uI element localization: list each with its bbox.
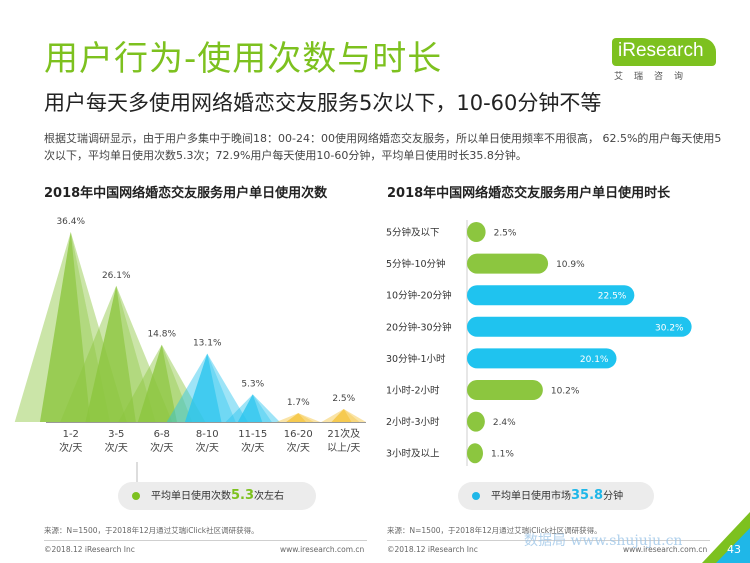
peak-value-label: 26.1%: [102, 271, 131, 281]
right-note-suffix: 分钟: [603, 491, 624, 502]
left-url: www.iresearch.com.cn: [280, 545, 365, 554]
peak-value-label: 2.5%: [332, 394, 355, 404]
note-dot-icon: [132, 492, 140, 500]
peak-mountain-shade: [343, 408, 360, 422]
duration-bar: [467, 285, 635, 306]
bar-category-label: 5分钟及以下: [386, 227, 440, 239]
left-note-prefix: 平均单日使用次数: [151, 491, 231, 502]
page-number: 43: [727, 543, 741, 556]
peak-category-label: 6-8: [154, 429, 170, 440]
peak-category-label: 以上/天: [327, 442, 360, 454]
bar-category-label: 30分钟-1小时: [386, 353, 446, 365]
left-footer-rule: [44, 540, 367, 541]
right-source: 来源：N=1500，于2018年12月通过艾瑞iClick社区调研获得。: [387, 526, 602, 535]
peak-mountain-shade: [207, 353, 236, 422]
page-subtitle: 用户每天多使用网络婚恋交友服务5次以下，10-60分钟不等: [44, 91, 602, 115]
duration-bar: [467, 380, 543, 400]
duration-bar: [467, 222, 486, 242]
bar-category-label: 10分钟-20分钟: [386, 290, 452, 302]
peak-value-label: 1.7%: [287, 398, 310, 408]
page-description: 根据艾瑞调研显示，由于用户多集中于晚间18：00-24：00使用网络婚恋交友服务…: [44, 132, 722, 162]
right-note-prefix: 平均单日使用市场: [491, 491, 571, 502]
peak-category-label: 次/天: [150, 441, 173, 454]
right-url: www.iresearch.com.cn: [623, 545, 708, 554]
peak-category-label: 16-20: [284, 429, 313, 440]
right-footer-rule: [387, 540, 710, 541]
peak-mountain-shade: [252, 394, 272, 422]
duration-bar: [467, 253, 549, 274]
peak-mountain-shade: [298, 413, 314, 422]
bar-value-label: 20.1%: [580, 355, 609, 365]
peak-mountain: [39, 232, 110, 422]
logo-subtext: 艾瑞咨询: [614, 72, 695, 82]
duration-bar: [467, 443, 483, 464]
left-source: 来源：N=1500，于2018年12月通过艾瑞iClick社区调研获得。: [44, 526, 259, 535]
bar-category-label: 3小时及以上: [386, 448, 440, 460]
right-copyright: ©2018.12 iResearch Inc: [387, 545, 478, 554]
peak-category-label: 次/天: [105, 441, 128, 454]
duration-bar: [467, 316, 692, 337]
bar-value-label: 2.4%: [493, 418, 516, 428]
left-note-suffix: 次左右: [254, 491, 285, 502]
peak-mountain: [286, 413, 314, 422]
right-note-value: 35.8: [571, 488, 604, 503]
right-chart-title: 2018年中国网络婚恋交友服务用户单日使用时长: [387, 186, 671, 201]
peak-mountain: [85, 285, 156, 422]
right-average-note: 平均单日使用市场35.8分钟: [458, 482, 654, 510]
peak-mountain-shade: [116, 285, 156, 422]
peak-category-label: 1-2: [63, 429, 79, 440]
bar-category-label: 2小时-3小时: [386, 416, 440, 428]
peak-value-label: 36.4%: [56, 217, 85, 227]
bar-value-label: 10.9%: [556, 260, 585, 270]
bar-category-label: 20分钟-30分钟: [386, 321, 452, 333]
bar-value-label: 22.5%: [598, 292, 627, 302]
left-note-value: 5.3: [231, 488, 255, 503]
peak-mountain: [184, 353, 236, 422]
left-copyright: ©2018.12 iResearch Inc: [44, 545, 135, 554]
peak-value-label: 5.3%: [241, 379, 264, 389]
left-chart-title: 2018年中国网络婚恋交友服务用户单日使用次数: [44, 186, 328, 201]
watermark: 数据局 www.shujuju.cn: [524, 533, 683, 549]
logo-badge: [612, 38, 716, 66]
peak-category-label: 11-15: [238, 429, 267, 440]
left-average-note: 平均单日使用次数5.3次左右: [118, 482, 316, 510]
corner-triangle-blue: [716, 528, 750, 563]
duration-bar: [467, 411, 485, 432]
bar-value-label: 10.2%: [551, 387, 580, 397]
peak-category-label: 3-5: [108, 429, 124, 440]
peak-category-label: 次/天: [241, 441, 264, 454]
peak-mountain-shade: [161, 344, 193, 422]
peak-value-label: 13.1%: [193, 339, 222, 349]
peak-category-label: 次/天: [196, 441, 219, 454]
bar-value-label: 1.1%: [491, 450, 514, 460]
peak-mountain: [237, 394, 272, 422]
page-title: 用户行为-使用次数与时长: [44, 39, 443, 79]
iresearch-logo: iResearch 艾瑞咨询: [612, 38, 716, 84]
peak-mountain: [137, 344, 193, 422]
bar-category-label: 5分钟-10分钟: [386, 258, 446, 270]
peak-category-label: 次/天: [59, 441, 82, 454]
bar-value-label: 30.2%: [655, 323, 684, 333]
peak-category-label: 21次及: [327, 427, 360, 440]
bar-value-label: 2.5%: [494, 229, 517, 239]
peak-category-label: 次/天: [287, 441, 310, 454]
peak-value-label: 14.8%: [147, 330, 176, 340]
note-dot-icon: [472, 492, 480, 500]
peak-category-label: 8-10: [196, 429, 219, 440]
peak-mountain: [331, 408, 360, 422]
logo-text: iResearch: [618, 40, 704, 61]
bar-category-label: 1小时-2小时: [386, 385, 440, 397]
duration-bar: [467, 348, 617, 369]
